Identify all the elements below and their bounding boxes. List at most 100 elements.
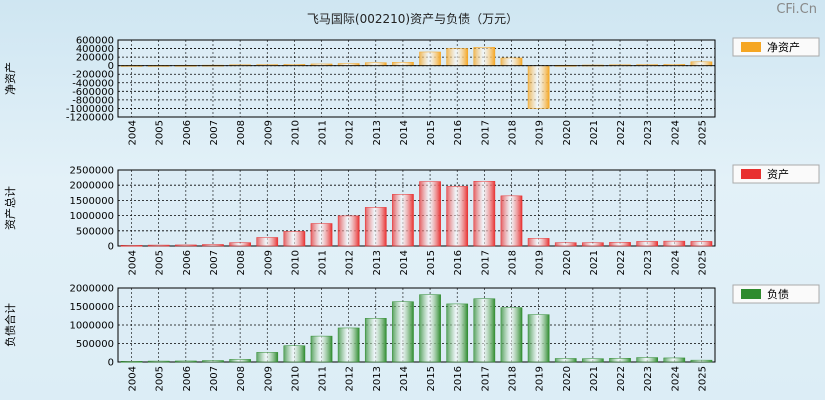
x-tick-label: 2010 (290, 120, 301, 145)
x-tick-label: 2024 (670, 366, 681, 391)
x-tick-label: 2020 (562, 120, 573, 145)
y-tick-label: -1000000 (66, 104, 114, 115)
x-tick-label: 2009 (263, 366, 274, 391)
x-tick-label: 2025 (697, 120, 708, 145)
bar-2012 (337, 215, 360, 247)
bar-2008 (229, 242, 251, 247)
bar-2004 (120, 244, 143, 247)
legend-label: 负债 (767, 287, 789, 301)
bar-2018 (500, 195, 523, 247)
x-tick-label: 2007 (209, 366, 220, 391)
x-tick-label: 2010 (290, 366, 301, 391)
bar-2022 (609, 242, 631, 247)
bar-2022 (609, 358, 631, 363)
x-tick-label: 2006 (182, 366, 193, 391)
bar-2004 (120, 361, 143, 363)
x-tick-label: 2011 (318, 366, 329, 391)
x-tick-label: 2004 (128, 366, 139, 391)
bar-2005 (147, 244, 170, 247)
x-tick-label: 2023 (643, 366, 654, 391)
x-tick-label: 2007 (209, 120, 220, 145)
bar-2015 (419, 181, 441, 247)
x-tick-label: 2020 (562, 366, 573, 391)
y-tick-label: -400000 (72, 78, 114, 89)
x-tick-label: 2008 (236, 250, 247, 275)
x-tick-label: 2006 (182, 250, 193, 275)
x-tick-label: 2005 (155, 120, 166, 145)
bar-2024 (663, 240, 686, 247)
legend-swatch (741, 169, 761, 179)
x-tick-label: 2008 (236, 120, 247, 145)
x-tick-label: 2013 (372, 366, 383, 391)
x-tick-label: 2021 (589, 120, 600, 145)
x-tick-label: 2004 (128, 250, 139, 275)
bar-2010 (283, 231, 306, 247)
x-tick-label: 2008 (236, 366, 247, 391)
x-tick-label: 2012 (345, 120, 356, 145)
y-tick-label: -1200000 (66, 113, 114, 124)
y-tick-label: 200000 (76, 53, 114, 64)
bar-2020 (554, 358, 577, 363)
bar-2013 (364, 62, 387, 66)
y-tick-label: -600000 (72, 87, 114, 98)
x-tick-label: 2011 (318, 250, 329, 275)
bar-2008 (229, 359, 251, 363)
bar-2023 (636, 241, 658, 247)
x-tick-label: 2015 (426, 366, 437, 391)
bar-2017 (473, 298, 496, 363)
bar-2024 (663, 357, 686, 363)
x-tick-label: 2023 (643, 120, 654, 145)
plot-area (117, 169, 716, 247)
watermark-logo: CFi.Cn (776, 2, 817, 17)
bar-2019 (527, 314, 550, 363)
x-tick-label: 2022 (616, 366, 627, 391)
y-tick-label: 1500000 (69, 302, 114, 313)
x-tick-label: 2005 (155, 366, 166, 391)
y-axis-label: 净资产 (3, 62, 17, 95)
x-tick-label: 2020 (562, 250, 573, 275)
bar-2007 (202, 244, 224, 247)
y-tick-label: 2000000 (69, 181, 114, 192)
bar-2023 (636, 357, 658, 363)
bar-2021 (582, 358, 604, 363)
bar-2010 (283, 345, 306, 363)
x-tick-label: 2019 (535, 366, 546, 391)
x-tick-label: 2016 (453, 120, 464, 145)
x-tick-label: 2022 (616, 250, 627, 275)
x-tick-label: 2017 (480, 250, 491, 275)
chart-title: 飞马国际(002210)资产与负债（万元） (306, 12, 519, 26)
x-tick-label: 2007 (209, 250, 220, 275)
x-tick-label: 2017 (480, 120, 491, 145)
bar-2013 (364, 318, 387, 363)
x-tick-label: 2014 (399, 366, 410, 391)
x-tick-label: 2018 (507, 366, 518, 391)
y-tick-label: 1000000 (69, 211, 114, 222)
y-tick-label: 500000 (76, 339, 114, 350)
bar-2016 (446, 303, 469, 363)
x-tick-label: 2006 (182, 120, 193, 145)
x-tick-label: 2014 (399, 250, 410, 275)
y-tick-label: 600000 (76, 36, 114, 47)
bar-2009 (256, 237, 279, 247)
x-tick-label: 2015 (426, 120, 437, 145)
x-tick-label: 2018 (507, 120, 518, 145)
bar-2007 (202, 360, 224, 363)
legend: 净资产 (732, 37, 820, 57)
x-tick-label: 2018 (507, 250, 518, 275)
x-tick-label: 2022 (616, 120, 627, 145)
y-tick-label: -800000 (72, 95, 114, 106)
y-tick-label: 500000 (76, 226, 114, 237)
y-tick-label: 0 (108, 61, 114, 72)
x-tick-label: 2023 (643, 250, 654, 275)
y-axis-label: 负债合计 (3, 303, 17, 347)
x-tick-label: 2010 (290, 250, 301, 275)
bar-2011 (310, 223, 333, 247)
legend-label: 资产 (767, 167, 789, 181)
x-tick-label: 2013 (372, 250, 383, 275)
bar-2014 (392, 194, 414, 247)
bar-2013 (364, 207, 387, 247)
bar-2006 (175, 360, 197, 363)
bar-2021 (582, 242, 604, 247)
legend-swatch (741, 42, 761, 52)
